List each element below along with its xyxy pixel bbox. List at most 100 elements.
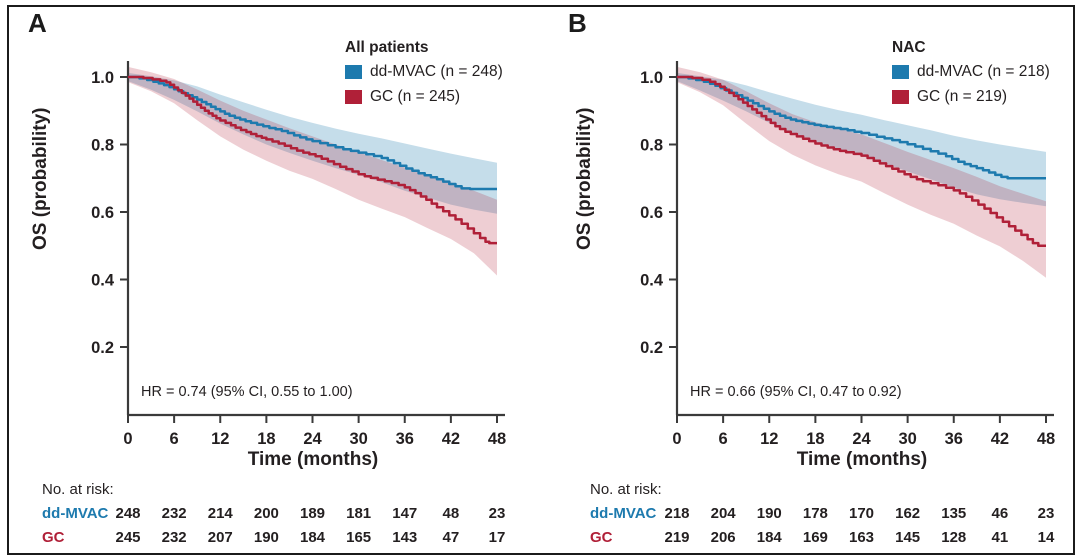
legend-title: All patients bbox=[345, 39, 429, 56]
risk-count: 200 bbox=[253, 505, 279, 522]
ddmvac-swatch bbox=[892, 65, 909, 79]
risk-count: 170 bbox=[848, 505, 875, 522]
gc-swatch bbox=[345, 90, 362, 104]
panel-b-x-axis-title: Time (months) bbox=[796, 449, 928, 470]
legend-label-ddmvac: dd-MVAC (n = 218) bbox=[917, 63, 1050, 80]
x-tick-label: 48 bbox=[1037, 430, 1055, 448]
risk-count: 184 bbox=[756, 529, 782, 546]
risk-row-gc: 245 232 207 190 184 165 143 47 17 bbox=[0, 529, 540, 549]
risk-count: 128 bbox=[941, 529, 967, 546]
risk-count: 47 bbox=[442, 529, 460, 546]
risk-count: 178 bbox=[802, 505, 828, 522]
km-curve-gc bbox=[677, 75, 1046, 248]
legend-item-gc: GC (n = 219) bbox=[892, 88, 1080, 106]
ci-band-ddmvac bbox=[677, 72, 1046, 207]
x-tick-label: 18 bbox=[257, 430, 275, 448]
x-tick-label: 42 bbox=[991, 430, 1009, 448]
y-tick-label: 0.2 bbox=[91, 339, 114, 357]
x-tick-label: 0 bbox=[123, 430, 132, 448]
risk-count: 206 bbox=[710, 529, 736, 546]
y-tick-label: 0.8 bbox=[640, 137, 663, 155]
legend-item-ddmvac: dd-MVAC (n = 218) bbox=[892, 63, 1080, 81]
y-tick-label: 0.2 bbox=[640, 339, 663, 357]
risk-count: 169 bbox=[802, 529, 828, 546]
x-tick-label: 42 bbox=[442, 430, 460, 448]
x-tick-label: 24 bbox=[852, 430, 871, 448]
risk-count: 14 bbox=[1037, 529, 1055, 546]
risk-count: 204 bbox=[710, 505, 736, 522]
risk-count: 163 bbox=[848, 529, 875, 546]
legend-label-gc: GC (n = 245) bbox=[370, 88, 461, 105]
panel-b: 1.0 0.8 0.6 0.4 0.2 0 6 12 18 24 30 36 42 48 B OS (pr… bbox=[540, 0, 1080, 559]
risk-count: 41 bbox=[991, 529, 1009, 546]
panel-a-hr-annotation: HR = 0.74 (95% CI, 0.55 to 1.00) bbox=[141, 384, 353, 400]
legend-label-ddmvac: dd-MVAC (n = 248) bbox=[370, 63, 503, 80]
panel-b-risk-header: No. at risk: bbox=[590, 481, 662, 498]
legend-item-ddmvac: dd-MVAC (n = 248) bbox=[345, 63, 545, 81]
panel-a-label: A bbox=[28, 8, 47, 38]
y-tick-label: 1.0 bbox=[640, 69, 663, 87]
risk-count: 48 bbox=[442, 505, 460, 522]
panel-b-label: B bbox=[568, 8, 587, 38]
risk-count: 232 bbox=[161, 505, 187, 522]
legend-label-gc: GC (n = 219) bbox=[917, 88, 1008, 105]
risk-count: 245 bbox=[115, 529, 141, 546]
risk-count: 207 bbox=[207, 529, 233, 546]
x-tick-label: 36 bbox=[945, 430, 963, 448]
panel-a-legend: All patients dd-MVAC (n = 248) GC (n = 2… bbox=[345, 39, 545, 113]
x-tick-label: 30 bbox=[898, 430, 916, 448]
panel-b-hr-annotation: HR = 0.66 (95% CI, 0.47 to 0.92) bbox=[690, 384, 902, 400]
risk-count: 143 bbox=[392, 529, 418, 546]
risk-count: 190 bbox=[253, 529, 279, 546]
gc-swatch bbox=[892, 90, 909, 104]
x-tick-label: 6 bbox=[170, 430, 179, 448]
risk-count: 189 bbox=[299, 505, 326, 522]
risk-count: 147 bbox=[392, 505, 418, 522]
y-tick-label: 0.4 bbox=[640, 272, 664, 290]
risk-count: 23 bbox=[488, 505, 506, 522]
y-tick-label: 0.6 bbox=[640, 204, 663, 222]
x-tick-label: 24 bbox=[303, 430, 322, 448]
panel-a-risk-header: No. at risk: bbox=[42, 481, 114, 498]
x-tick-label: 12 bbox=[760, 430, 778, 448]
risk-count: 214 bbox=[207, 505, 233, 522]
risk-row-ddmvac: 218 204 190 178 170 162 135 46 23 bbox=[540, 505, 1080, 525]
x-tick-label: 30 bbox=[349, 430, 367, 448]
panel-a-x-axis-title: Time (months) bbox=[247, 449, 379, 470]
risk-count: 232 bbox=[161, 529, 187, 546]
panel-b-legend: NAC dd-MVAC (n = 218) GC (n = 219) bbox=[892, 39, 1080, 113]
risk-count: 162 bbox=[895, 505, 921, 522]
risk-count: 46 bbox=[991, 505, 1009, 522]
panel-a: 1.0 0.8 0.6 0.4 0.2 0 6 12 18 24 30 36 42 48 A OS (pr… bbox=[0, 8, 540, 549]
x-tick-label: 48 bbox=[488, 430, 506, 448]
risk-count: 181 bbox=[346, 505, 372, 522]
x-tick-label: 36 bbox=[396, 430, 414, 448]
panel-a-plot: 1.0 0.8 0.6 0.4 0.2 0 6 12 18 24 30 36 42 48 bbox=[91, 61, 506, 448]
risk-count: 219 bbox=[664, 529, 690, 546]
km-curve-ddmvac bbox=[128, 75, 497, 191]
risk-count: 17 bbox=[488, 529, 506, 546]
risk-count: 23 bbox=[1037, 505, 1055, 522]
risk-count: 145 bbox=[895, 529, 921, 546]
risk-count: 218 bbox=[664, 505, 690, 522]
legend-title: NAC bbox=[892, 39, 926, 56]
km-curve-gc bbox=[128, 75, 497, 245]
x-tick-label: 6 bbox=[719, 430, 728, 448]
y-tick-label: 0.6 bbox=[91, 204, 114, 222]
km-curve-ddmvac bbox=[677, 75, 1046, 180]
risk-label-ddmvac: dd-MVAC bbox=[590, 505, 657, 522]
risk-label-ddmvac: dd-MVAC bbox=[42, 505, 109, 522]
ddmvac-swatch bbox=[345, 65, 362, 79]
risk-count: 248 bbox=[115, 505, 141, 522]
risk-label-gc: GC bbox=[42, 529, 65, 546]
risk-count: 135 bbox=[941, 505, 967, 522]
risk-count: 165 bbox=[346, 529, 372, 546]
x-tick-label: 12 bbox=[211, 430, 229, 448]
risk-row-ddmvac: 248 232 214 200 189 181 147 48 23 bbox=[0, 505, 540, 525]
legend-item-gc: GC (n = 245) bbox=[345, 88, 545, 106]
y-tick-label: 0.8 bbox=[91, 137, 114, 155]
risk-label-gc: GC bbox=[590, 529, 613, 546]
risk-count: 190 bbox=[756, 505, 782, 522]
risk-count: 184 bbox=[299, 529, 326, 546]
